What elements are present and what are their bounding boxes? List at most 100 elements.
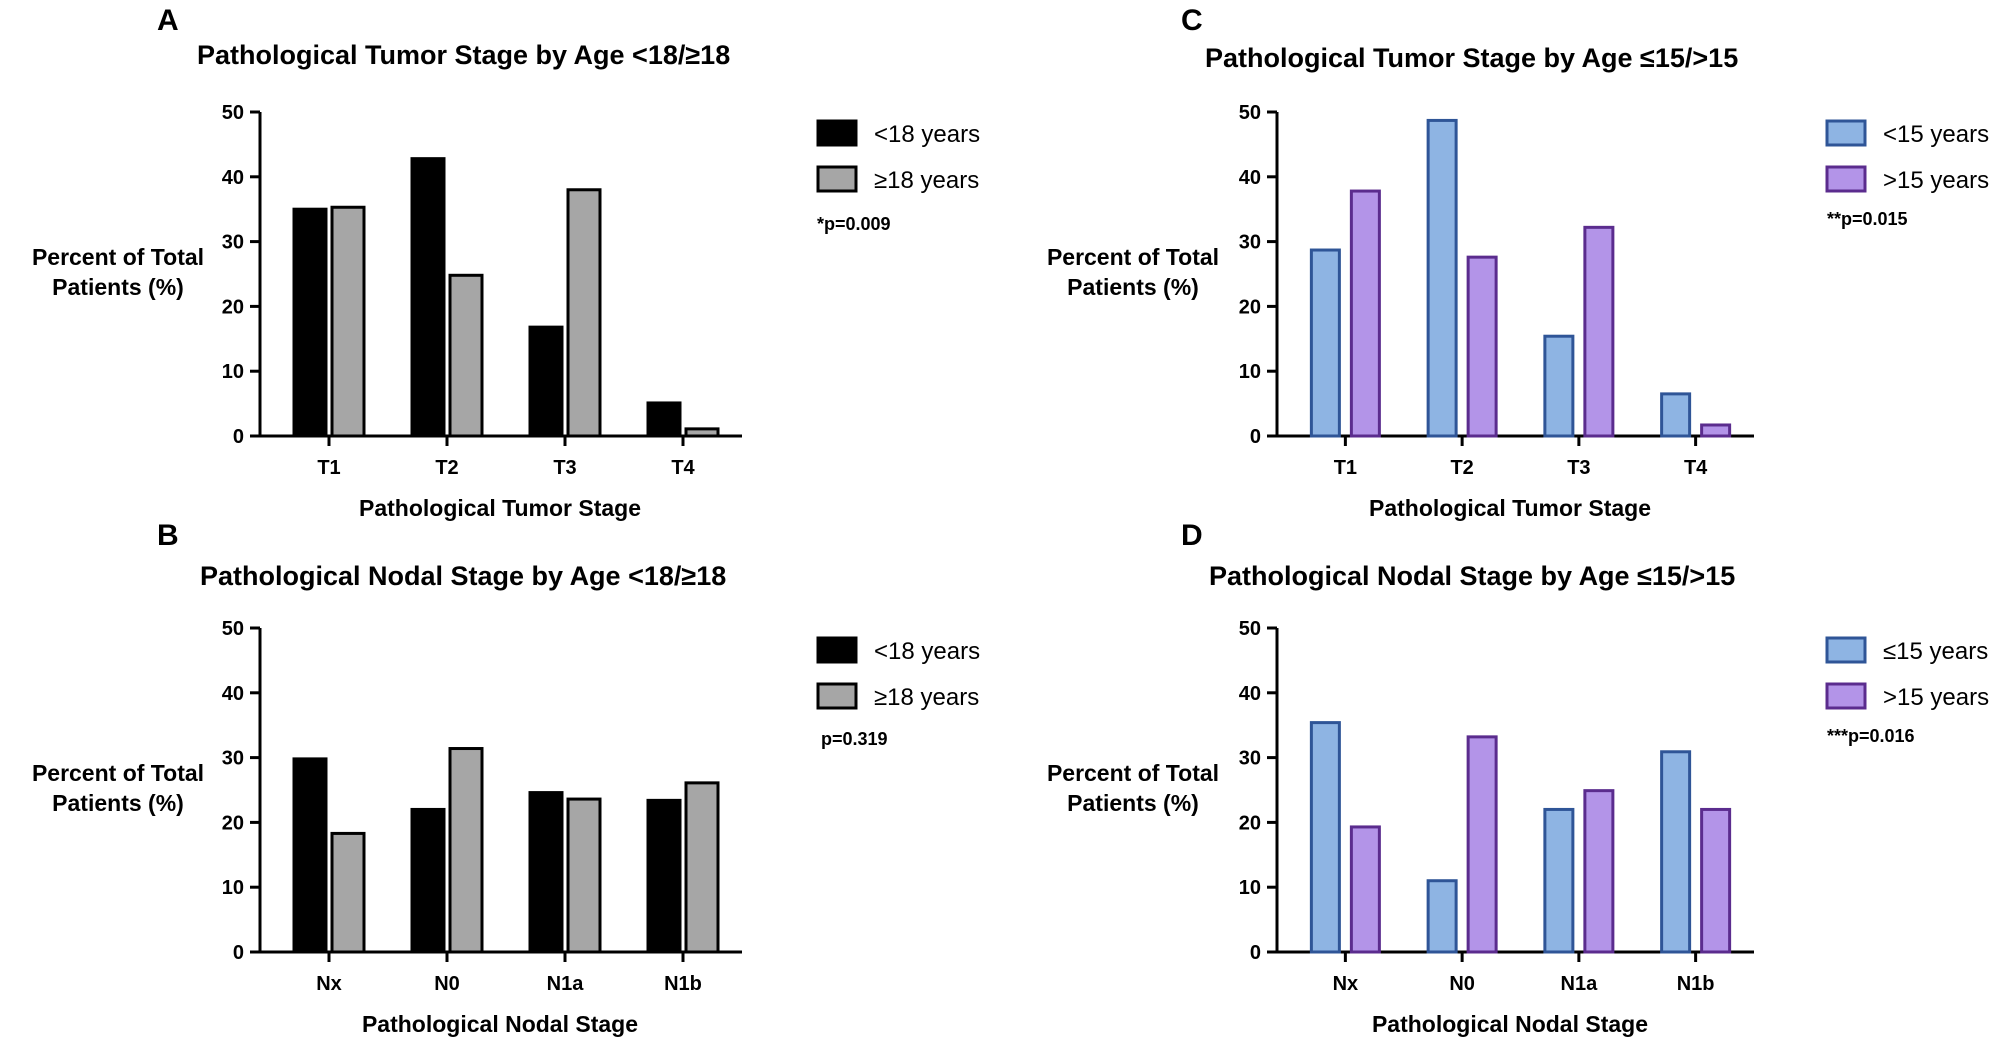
panel-letter-a: A (157, 4, 179, 37)
bar-b-n1a-series-2 (566, 797, 602, 954)
x-tick-label: T4 (1684, 457, 1708, 479)
panel-letter-b: B (157, 519, 179, 552)
y-tick-label: 50 (222, 618, 244, 640)
x-tick-label: T3 (553, 457, 576, 479)
legend-swatch-b-1 (816, 636, 858, 664)
y-axis-title-line: Percent of Total (32, 244, 204, 270)
legend-swatch-c-1 (1825, 119, 1867, 147)
x-axis-title: Pathological Nodal Stage (1372, 1011, 1648, 1037)
bar-d-n0-series-1 (1426, 879, 1458, 954)
y-tick-label: 30 (1239, 232, 1261, 254)
y-tick-label: 50 (1239, 102, 1261, 124)
bar-a-t1-series-2 (330, 205, 366, 438)
y-tick-label: 20 (222, 296, 244, 318)
p-value-annotation-a: *p=0.009 (817, 214, 891, 234)
x-tick-label: N0 (434, 973, 460, 995)
y-tick-label: 40 (1239, 683, 1261, 705)
chart-panel-b: B Pathological Nodal Stage by Age <18/≥18… (32, 519, 980, 1037)
y-axis-title-line: Patients (%) (52, 790, 184, 816)
bar-c-t2-series-1 (1426, 118, 1458, 438)
x-axis-title: Pathological Tumor Stage (1369, 495, 1651, 521)
x-tick-label: T1 (1334, 457, 1357, 479)
legend-label-d-1: ≤15 years (1883, 638, 1988, 665)
y-tick-label: 20 (1239, 296, 1261, 318)
y-tick-label: 30 (1239, 748, 1261, 770)
p-value-annotation-d: ***p=0.016 (1827, 726, 1915, 746)
panel-letter-d: D (1181, 519, 1203, 552)
y-tick-label: 30 (222, 232, 244, 254)
y-tick-label: 50 (1239, 618, 1261, 640)
bar-a-t2-series-1 (410, 157, 446, 438)
y-tick-label: 10 (222, 877, 244, 899)
bar-a-t3-series-2 (566, 188, 602, 438)
y-axis-title-line: Patients (%) (1067, 790, 1199, 816)
y-tick-label: 10 (1239, 877, 1261, 899)
bar-d-n1b-series-2 (1700, 807, 1732, 954)
y-tick-label: 30 (222, 748, 244, 770)
y-tick-label: 0 (233, 426, 244, 448)
bar-d-n1a-series-1 (1543, 807, 1575, 954)
chart-title-a: Pathological Tumor Stage by Age <18/≥18 (197, 40, 730, 70)
bar-a-t4-series-1 (646, 401, 682, 438)
y-tick-label: 0 (1250, 426, 1261, 448)
bar-b-nx-series-1 (292, 757, 328, 954)
y-axis-title-line: Percent of Total (1047, 760, 1219, 786)
x-axis-title: Pathological Nodal Stage (362, 1011, 638, 1037)
legend-label-c-2: >15 years (1883, 167, 1989, 194)
bar-b-n0-series-1 (410, 807, 446, 954)
bar-c-t1-series-1 (1309, 248, 1341, 438)
y-axis-title-line: Patients (%) (52, 274, 184, 300)
x-axis-title: Pathological Tumor Stage (359, 495, 641, 521)
bar-b-n0-series-2 (448, 747, 484, 954)
legend-label-a-1: <18 years (874, 121, 980, 148)
bar-c-t3-series-2 (1583, 225, 1615, 438)
x-tick-label: Nx (1333, 973, 1359, 995)
x-tick-label: N1a (1561, 973, 1599, 995)
x-tick-label: T1 (317, 457, 340, 479)
y-tick-label: 0 (233, 942, 244, 964)
bar-c-t1-series-2 (1349, 189, 1381, 438)
y-axis-title-line: Patients (%) (1067, 274, 1199, 300)
y-tick-label: 20 (222, 812, 244, 834)
x-tick-label: Nx (316, 973, 342, 995)
chart-panel-a: A Pathological Tumor Stage by Age <18/≥18… (32, 4, 980, 521)
bar-d-nx-series-1 (1309, 721, 1341, 954)
y-axis-title-line: Percent of Total (32, 760, 204, 786)
bar-a-t3-series-1 (528, 325, 564, 438)
y-tick-label: 10 (1239, 361, 1261, 383)
bar-b-n1a-series-1 (528, 791, 564, 954)
x-tick-label: N0 (1449, 973, 1475, 995)
legend-label-d-2: >15 years (1883, 684, 1989, 711)
bar-b-n1b-series-1 (646, 798, 682, 954)
bar-d-n0-series-2 (1466, 735, 1498, 954)
x-tick-label: T2 (1450, 457, 1473, 479)
bar-d-n1b-series-1 (1660, 750, 1692, 954)
bar-c-t4-series-1 (1660, 392, 1692, 438)
chart-title-d: Pathological Nodal Stage by Age ≤15/>15 (1209, 561, 1735, 591)
legend-label-c-1: <15 years (1883, 121, 1989, 148)
chart-title-c: Pathological Tumor Stage by Age ≤15/>15 (1205, 43, 1738, 73)
x-tick-label: N1b (664, 973, 702, 995)
y-tick-label: 40 (1239, 167, 1261, 189)
bar-b-nx-series-2 (330, 831, 366, 954)
bar-a-t4-series-2 (684, 427, 720, 438)
y-tick-label: 40 (222, 683, 244, 705)
bar-a-t1-series-1 (292, 207, 328, 438)
bar-c-t3-series-1 (1543, 334, 1575, 438)
x-tick-label: T4 (671, 457, 695, 479)
y-axis-title-line: Percent of Total (1047, 244, 1219, 270)
legend-swatch-b-2 (816, 682, 858, 710)
p-value-annotation-b: p=0.319 (821, 729, 888, 749)
bar-c-t2-series-2 (1466, 255, 1498, 438)
x-tick-label: N1a (547, 973, 585, 995)
y-tick-label: 40 (222, 167, 244, 189)
chart-title-b: Pathological Nodal Stage by Age <18/≥18 (200, 561, 726, 591)
bar-a-t2-series-2 (448, 273, 484, 438)
legend-swatch-a-2 (816, 165, 858, 193)
legend-label-a-2: ≥18 years (874, 167, 979, 194)
y-tick-label: 50 (222, 102, 244, 124)
legend-swatch-d-2 (1825, 682, 1867, 710)
